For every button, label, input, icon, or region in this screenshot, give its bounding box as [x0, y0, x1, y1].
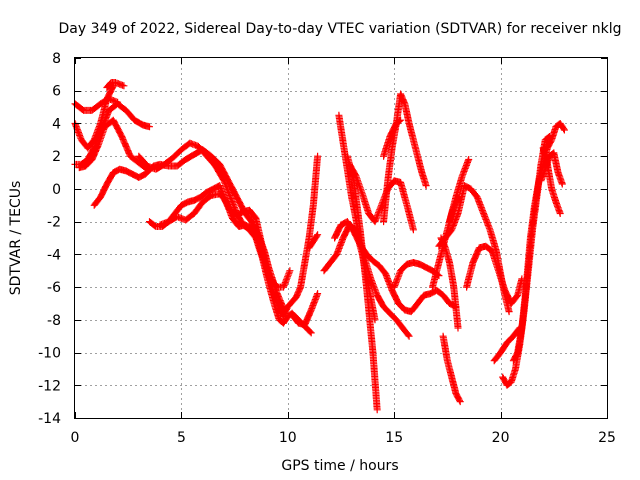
data-point-markers: [156, 190, 287, 320]
y-axis-label: SDTVAR / TECUs: [8, 181, 24, 296]
data-series: [275, 152, 322, 319]
x-tick-label: 25: [598, 430, 616, 446]
tick-labels: 0 5 10 15 20 25 -14 -12 -10 -8 -6 -4 -2 0 2 4 6 8: [38, 51, 616, 446]
data-series: [446, 156, 473, 226]
data-series: [539, 144, 564, 217]
data-point-markers: [343, 152, 381, 414]
y-tick-label: 6: [52, 84, 61, 100]
y-tick-label: -6: [47, 280, 61, 296]
data-series: [343, 152, 381, 414]
data-point-markers: [437, 234, 462, 332]
y-tick-label: 4: [52, 116, 61, 132]
axis-ticks: [75, 58, 608, 419]
data-point-markers: [380, 116, 405, 160]
data-series: [463, 242, 526, 307]
data-series: [305, 231, 322, 252]
data-series: [288, 290, 322, 329]
data-series: [156, 190, 287, 320]
x-axis-label: GPS time / hours: [281, 458, 398, 474]
data-point-markers: [439, 332, 464, 406]
data-point-markers: [463, 242, 526, 307]
data-series: [75, 116, 151, 173]
y-tick-label: -12: [38, 378, 61, 394]
x-tick-label: 0: [71, 430, 80, 446]
y-tick-label: 8: [52, 51, 61, 67]
y-tick-label: 2: [52, 149, 61, 165]
data-point-markers: [288, 290, 322, 329]
y-tick-label: 0: [52, 182, 61, 198]
y-tick-label: -2: [47, 215, 61, 231]
y-tick-label: -4: [47, 247, 61, 263]
data-series: [103, 79, 128, 91]
x-tick-label: 10: [279, 430, 297, 446]
data-series: [437, 234, 462, 332]
data-points: [71, 79, 568, 414]
data-point-markers: [539, 144, 564, 217]
data-point-markers: [305, 231, 322, 252]
data-point-markers: [103, 79, 128, 91]
x-tick-label: 15: [385, 430, 403, 446]
data-series: [439, 332, 464, 406]
data-point-markers: [490, 324, 524, 365]
data-series: [490, 324, 524, 365]
data-series: [380, 116, 405, 160]
chart-title: Day 349 of 2022, Sidereal Day-to-day VTE…: [59, 21, 622, 37]
x-tick-label: 5: [177, 430, 186, 446]
y-tick-label: -8: [47, 313, 61, 329]
data-point-markers: [75, 116, 151, 173]
x-tick-label: 20: [492, 430, 510, 446]
y-tick-label: -14: [38, 411, 61, 427]
data-point-markers: [446, 156, 473, 226]
data-point-markers: [275, 152, 322, 319]
plot-frame: [74, 57, 608, 419]
y-tick-label: -10: [38, 346, 61, 362]
